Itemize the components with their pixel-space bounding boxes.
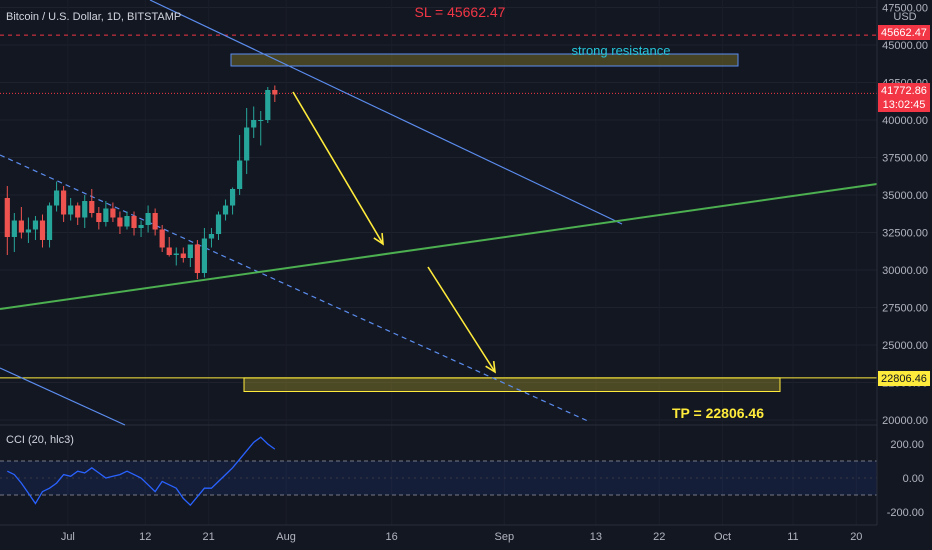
take-profit-label: TP = 22806.46 (672, 405, 764, 421)
down-arrow-1-head (373, 232, 384, 246)
time-axis[interactable]: Jul 12 21 Aug 16 Sep 13 22 Oct 11 20 (0, 524, 877, 543)
candle-body (117, 217, 123, 227)
candle-body (237, 160, 243, 189)
candle-body (229, 189, 236, 206)
candles (4, 85, 278, 279)
cci-series (7, 436, 276, 507)
candle-body (11, 220, 17, 237)
tp-price-tag (878, 371, 930, 386)
candle-body (173, 253, 179, 255)
candle-body (53, 190, 60, 206)
time-tick-label: Oct (714, 531, 731, 543)
indicator-bands (0, 460, 877, 496)
candle-body (124, 216, 130, 227)
candle-body (180, 253, 186, 258)
current-price-tag (878, 83, 930, 112)
candle-body (166, 247, 172, 255)
down-arrow-2 (427, 266, 496, 373)
descending-trendline (149, 0, 623, 225)
candle-body (187, 244, 193, 258)
currency-label: USD (893, 11, 916, 23)
time-tick-label: 22 (653, 531, 665, 543)
sl-price-tag (878, 25, 930, 40)
sl-price-value: 45662.47 (881, 27, 927, 39)
candle-body (222, 205, 229, 215)
candle-body (258, 120, 264, 121)
drawings (0, 0, 878, 426)
chart-title: Bitcoin / U.S. Dollar, 1D, BITSTAMP (6, 11, 181, 23)
price-tick-label: 37500.00 (882, 153, 928, 165)
overlay (292, 91, 496, 374)
cci-ticks: 200.00 0.00 -200.00 (887, 439, 924, 519)
price-axis[interactable]: USD 47500.0045000.0042500.0040000.003750… (876, 0, 932, 525)
candle-body (75, 205, 81, 218)
down-arrow-2-head (485, 360, 496, 374)
down-arrow-1 (292, 91, 384, 245)
candle-body (159, 229, 165, 248)
candle-body (96, 213, 102, 222)
price-tick-label: 35000.00 (882, 190, 928, 202)
candle-body (18, 220, 24, 233)
time-tick-label: 20 (850, 531, 862, 543)
candle-body (201, 238, 208, 273)
price-tick-label: 27500.00 (882, 303, 928, 315)
cci-tick-label: -200.00 (887, 507, 924, 519)
countdown-value: 13:02:45 (883, 99, 926, 111)
current-price-value: 41772.86 (881, 85, 927, 97)
candle-body (32, 220, 39, 230)
resistance-zone (230, 53, 739, 67)
candle-body (61, 190, 67, 215)
candle-body (103, 208, 109, 222)
cci-line (7, 436, 276, 507)
candle-body (215, 214, 222, 234)
time-tick-label: 13 (590, 531, 602, 543)
time-tick-label: 12 (139, 531, 151, 543)
candle-body (138, 225, 144, 228)
indicator-label: CCI (20, hlc3) (6, 434, 74, 446)
candle-body (25, 229, 32, 233)
candle-body (265, 90, 271, 120)
grid (0, 7, 932, 426)
price-tick-label: 45000.00 (882, 40, 928, 52)
cci-tick-label: 200.00 (890, 439, 924, 451)
ascending-support-line (0, 183, 878, 310)
candle-body (68, 205, 74, 215)
time-tick-label: Jul (61, 531, 75, 543)
price-tick-label: 30000.00 (882, 265, 928, 277)
time-tick-label: 21 (203, 531, 215, 543)
candle-body (89, 201, 95, 213)
price-tick-label: 25000.00 (882, 340, 928, 352)
price-tick-label: 32500.00 (882, 228, 928, 240)
cci-tick-label: 0.00 (903, 473, 924, 485)
price-tick-label: 20000.00 (882, 415, 928, 427)
time-tick-label: 11 (787, 531, 798, 543)
tp-price-value: 22806.46 (881, 373, 927, 385)
tp-zone (243, 377, 781, 393)
resistance-label: strong resistance (572, 43, 671, 58)
candle-body (4, 198, 10, 237)
candle-body (208, 234, 215, 239)
candle-body (131, 216, 137, 228)
candle-body (194, 244, 200, 273)
candle-body (82, 201, 88, 218)
time-tick-label: 16 (386, 531, 398, 543)
candle-body (251, 120, 257, 128)
lower-channel-line (0, 367, 126, 426)
candle-body (110, 208, 116, 218)
price-tick-label: 47500.00 (882, 3, 928, 15)
time-tick-label: Aug (276, 531, 296, 543)
candle-body (145, 213, 151, 225)
time-labels: Jul 12 21 Aug 16 Sep 13 22 Oct 11 20 (61, 531, 863, 543)
candle-body (152, 213, 158, 230)
time-tick-label: Sep (495, 531, 515, 543)
candle-body (39, 220, 46, 240)
stop-loss-label: SL = 45662.47 (415, 4, 506, 20)
price-tick-label: 40000.00 (882, 115, 928, 127)
candle-body (244, 127, 250, 161)
candle-body (46, 205, 53, 240)
candle-body (272, 90, 278, 95)
